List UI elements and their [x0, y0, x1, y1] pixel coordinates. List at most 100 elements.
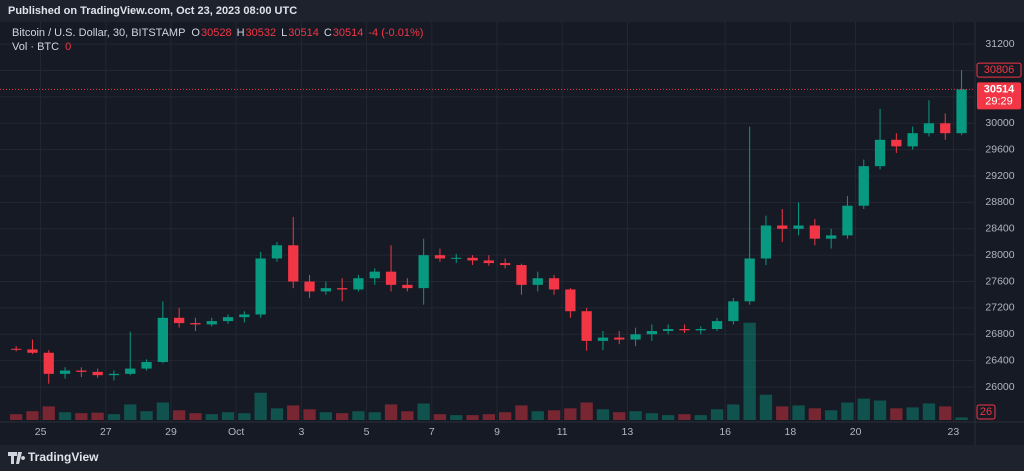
candle-body	[174, 317, 185, 324]
candle-body	[369, 271, 380, 279]
x-tick-label: 5	[364, 426, 370, 438]
volume-bar	[450, 415, 463, 420]
candle-body	[434, 255, 446, 259]
candle-body	[597, 337, 609, 341]
volume-bar	[499, 412, 512, 420]
header-bar	[0, 0, 1024, 22]
candle-body	[679, 329, 690, 331]
x-tick-label: 9	[494, 426, 500, 438]
candle-body	[809, 225, 820, 239]
volume-bar	[776, 406, 789, 420]
candle-body	[320, 288, 331, 292]
candle-body	[255, 258, 266, 315]
volume-bar	[890, 408, 903, 420]
legend-ohlc-value: 30514	[288, 27, 319, 39]
volume-bar	[645, 413, 658, 420]
candle-body	[125, 368, 136, 374]
volume-bar	[629, 411, 642, 420]
y-tick-label: 29200	[985, 170, 1014, 182]
candle-body	[532, 278, 543, 285]
brand-logo	[8, 452, 26, 464]
candle-body	[940, 123, 951, 134]
volume-bar	[515, 405, 528, 420]
volume-bar	[727, 404, 740, 420]
legend-ohlc-value: 30528	[201, 27, 232, 39]
volume-bar	[58, 412, 72, 420]
y-tick-label: 27600	[985, 275, 1014, 287]
candle-body	[11, 348, 22, 350]
candle-body	[500, 263, 511, 266]
candle-body	[385, 271, 397, 285]
volume-bar	[10, 414, 23, 420]
volume-bar	[303, 409, 316, 420]
volume-bar	[75, 413, 88, 420]
legend-ohlc-label: L	[281, 27, 287, 39]
candle-body	[891, 139, 902, 147]
candle-body	[418, 255, 429, 289]
candle-body	[516, 265, 527, 285]
volume-bar	[873, 400, 887, 420]
volume-bar	[384, 404, 398, 420]
volume-legend-value: 0	[65, 41, 71, 53]
volume-bar	[694, 415, 707, 420]
candle-body	[826, 235, 837, 239]
volume-tag	[976, 404, 996, 420]
footer-bar	[0, 445, 1024, 471]
volume-bar	[173, 410, 186, 420]
candle-body	[222, 317, 234, 322]
y-tick-label: 28400	[985, 223, 1014, 235]
candle-body	[239, 314, 250, 318]
candle-body	[402, 284, 413, 289]
candle-body	[581, 311, 592, 341]
candle-body	[760, 225, 772, 259]
price-tag	[977, 82, 1021, 110]
volume-bar	[906, 407, 919, 420]
legend-change: -4 (-0.01%)	[368, 27, 423, 39]
candle-body	[614, 337, 625, 340]
volume-bar	[482, 414, 495, 420]
candle-body	[565, 289, 576, 312]
candle-body	[858, 166, 869, 206]
volume-bar	[140, 411, 153, 420]
volume-bar	[352, 411, 365, 420]
volume-bar	[808, 408, 821, 420]
volume-bar	[613, 412, 626, 420]
published-note: Published on TradingView.com, Oct 23, 20…	[8, 5, 297, 17]
legend-ohlc-label: C	[324, 27, 332, 39]
x-tick-label: 7	[429, 426, 435, 438]
volume-bar	[368, 412, 381, 420]
volume-bar	[205, 414, 218, 420]
volume-bar	[710, 409, 724, 420]
plot	[0, 70, 975, 420]
candle-body	[467, 257, 478, 261]
candle-body	[190, 323, 201, 325]
volume-bar	[254, 392, 267, 420]
volume-bar	[857, 398, 870, 420]
x-tick-label: Oct	[228, 426, 244, 438]
price-tag-label: 30514	[984, 83, 1015, 95]
y-tick-label: 26800	[985, 328, 1014, 340]
volume-bar	[662, 415, 675, 420]
candle-body	[548, 278, 560, 290]
candle-body	[288, 245, 299, 282]
high-tag	[976, 62, 1022, 78]
volume-bar	[759, 394, 773, 420]
candle-body	[711, 321, 723, 330]
volume-bar	[319, 412, 332, 420]
brand-name: TradingView	[28, 450, 99, 464]
volume-bar	[825, 410, 838, 420]
volume-bar	[466, 415, 479, 420]
volume-bar	[26, 411, 39, 420]
volume-bar	[922, 403, 936, 420]
candle-body	[206, 321, 217, 325]
candle-body	[483, 260, 494, 264]
candle-body	[907, 133, 918, 147]
countdown: 29:29	[985, 95, 1013, 107]
y-tick-label: 26000	[985, 381, 1014, 393]
volume-bar	[336, 413, 349, 420]
candle-body	[76, 370, 87, 372]
candle-body	[451, 257, 462, 259]
candle-body	[141, 361, 152, 369]
legend-ohlc-value: 30514	[333, 27, 364, 39]
